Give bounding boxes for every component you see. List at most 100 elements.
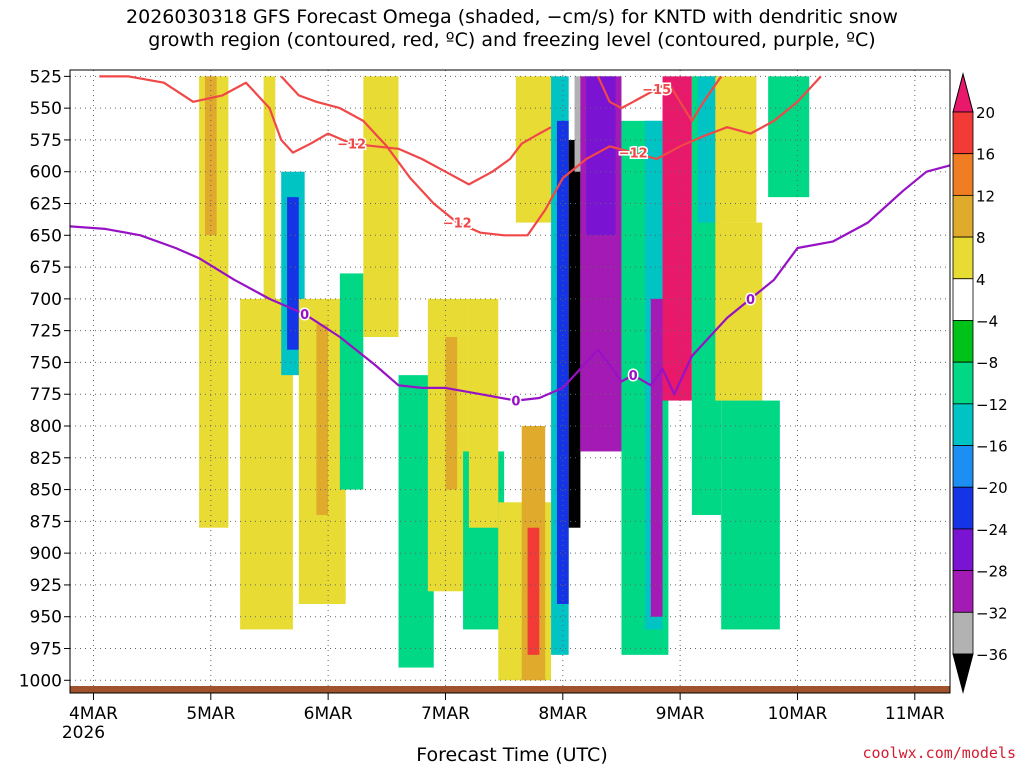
colorbar-swatch-10: [952, 528, 974, 572]
omega-region-20: [556, 120, 569, 604]
contour-0: [99, 75, 552, 186]
y-tick-label-825: 825: [30, 449, 62, 469]
ground-surface: [70, 686, 950, 693]
colorbar-swatch-11: [952, 570, 974, 613]
contour-label-3-3: 0: [746, 293, 755, 308]
ground-strip: [70, 686, 950, 693]
colorbar-label-5: −4: [976, 312, 998, 330]
colorbar-label-8: −16: [976, 438, 1008, 456]
colorbar-label-10: −24: [976, 521, 1008, 539]
x-tick-label-7MAR: 7MAR: [421, 704, 470, 724]
contour-label-0-0: −12: [337, 138, 366, 153]
x-tick-label-4MAR: 4MAR: [69, 704, 118, 724]
y-tick-label-875: 875: [30, 512, 62, 532]
contour-3: [70, 164, 950, 402]
colorbar-swatch-5: [952, 320, 974, 363]
y-tick-label-850: 850: [30, 481, 62, 501]
colorbar-swatch-3: [952, 236, 974, 280]
y-tick-label-775: 775: [30, 385, 62, 405]
contour-label-2-0: −15: [642, 83, 671, 98]
contour-label-3-1: 0: [511, 395, 520, 410]
x-tick-sublabel-4MAR: 2026: [62, 723, 105, 743]
y-tick-label-625: 625: [30, 195, 62, 215]
omega-region-8: [339, 273, 364, 490]
chart-title: 2026030318 GFS Forecast Omega (shaded, −…: [0, 6, 1024, 52]
contour-label-3-0: 0: [300, 308, 309, 323]
colorbar-swatch-0: [952, 111, 974, 155]
y-tick-label-1000: 1000: [19, 671, 62, 691]
colorbar-label-9: −20: [976, 479, 1008, 497]
site-credit: coolwx.com/models: [862, 744, 1016, 762]
chart-title-line-2: growth region (contoured, red, ºC) and f…: [148, 29, 876, 51]
y-tick-label-650: 650: [30, 226, 62, 246]
colorbar-swatch-6: [952, 361, 974, 405]
contour-1: [280, 75, 822, 237]
contour-label-3-2: 0: [629, 369, 638, 384]
y-tick-label-950: 950: [30, 608, 62, 628]
plot-frame: [69, 69, 951, 694]
omega-region-5: [287, 197, 299, 350]
x-tick-label-10MAR: 10MAR: [768, 704, 828, 724]
y-tick-label-525: 525: [30, 67, 62, 87]
y-tick-label-550: 550: [30, 99, 62, 119]
colorbar-bottom-arrow: [952, 653, 974, 694]
colorbar-label-6: −8: [976, 354, 998, 372]
omega-region-21: [568, 139, 581, 528]
colorbar-label-4: 4: [976, 271, 986, 289]
y-tick-label-700: 700: [30, 290, 62, 310]
colorbar-swatch-12: [952, 611, 974, 655]
y-tick-label-600: 600: [30, 163, 62, 183]
x-tick-label-8MAR: 8MAR: [538, 704, 587, 724]
contour-2: [597, 75, 723, 123]
colorbar-swatch-8: [952, 445, 974, 488]
colorbar-label-12: −32: [976, 604, 1008, 622]
omega-shading: [199, 76, 810, 681]
colorbar-label-1: 16: [976, 146, 995, 164]
x-tick-label-9MAR: 9MAR: [656, 704, 705, 724]
omega-region-3: [263, 76, 276, 299]
colorbar-label-3: 8: [976, 229, 986, 247]
colorbar-swatch-2: [952, 194, 974, 238]
omega-region-33: [721, 400, 780, 630]
axes: 525 550 575 600 625 650 675 700 725 750 775 800 825 8…: [19, 67, 945, 743]
omega-region-12: [445, 337, 458, 490]
colorbar-label-13: −36: [976, 646, 1008, 664]
omega-region-31: [715, 76, 757, 223]
x-axis-label: Forecast Time (UTC): [416, 744, 608, 766]
x-tick-label-11MAR: 11MAR: [885, 704, 945, 724]
omega-region-14: [468, 298, 499, 528]
colorbar-swatch-4: [952, 278, 974, 321]
omega-region-9: [363, 76, 399, 337]
colorbar-label-7: −12: [976, 396, 1008, 414]
y-tick-label-675: 675: [30, 258, 62, 278]
omega-region-18: [527, 527, 540, 655]
y-tick-label-725: 725: [30, 322, 62, 342]
y-tick-label-750: 750: [30, 353, 62, 373]
colorbar-swatch-1: [952, 153, 974, 196]
contour-label-1-1: −12: [619, 147, 648, 162]
omega-region-32: [715, 222, 763, 401]
y-tick-label-900: 900: [30, 544, 62, 564]
omega-region-7: [316, 324, 329, 515]
x-tick-label-5MAR: 5MAR: [186, 704, 235, 724]
y-tick-label-575: 575: [30, 131, 62, 151]
colorbar-swatch-9: [952, 486, 974, 530]
contour-label-1-0: −12: [443, 217, 472, 232]
colorbar-label-11: −28: [976, 563, 1008, 581]
gridlines: [70, 70, 950, 693]
x-tick-label-6MAR: 6MAR: [304, 704, 353, 724]
omega-region-16: [515, 76, 557, 223]
colorbar-swatch-7: [952, 403, 974, 446]
y-tick-label-925: 925: [30, 576, 62, 596]
omega-region-28: [662, 76, 692, 401]
y-tick-label-800: 800: [30, 417, 62, 437]
chart-title-line-1: 2026030318 GFS Forecast Omega (shaded, −…: [126, 6, 898, 28]
contour-lines: −12 −12 −12 −15 0 0 0 0: [70, 75, 950, 411]
colorbar-label-2: 12: [976, 187, 995, 205]
y-tick-label-975: 975: [30, 640, 62, 660]
colorbar-label-0: 20: [976, 104, 995, 122]
colorbar-top-arrow: [952, 72, 974, 113]
omega-region-27: [650, 298, 663, 617]
colorbar: 20 16 12 8 4 −4 −8 −12 −16 −20 −24 −28 −32 −36: [952, 72, 1008, 694]
